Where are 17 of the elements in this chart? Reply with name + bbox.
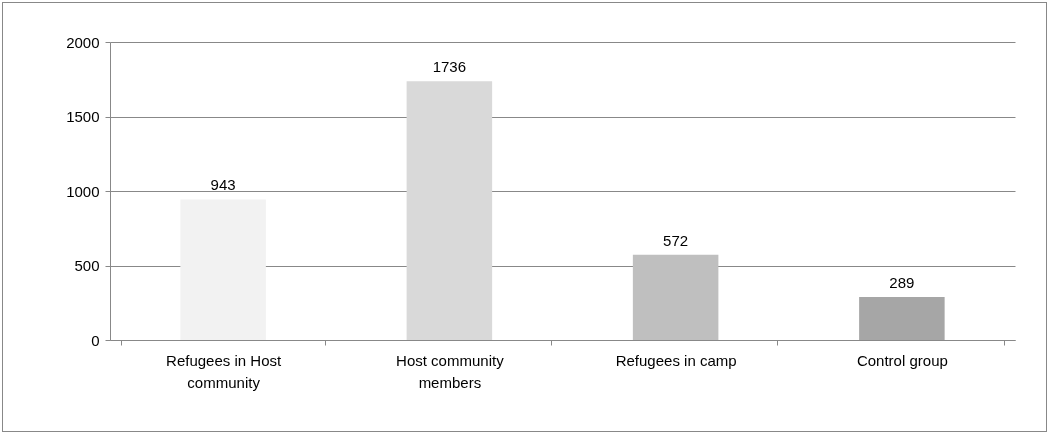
data-label: 1736 <box>432 58 467 76</box>
x-tick-label: Host community members <box>396 351 505 391</box>
x-tick-label: Control group <box>856 351 948 369</box>
y-tick-label: 1000 <box>66 182 100 200</box>
bar <box>859 296 945 340</box>
data-label: 572 <box>663 231 689 249</box>
bar <box>180 199 266 340</box>
y-tick-label: 2000 <box>66 33 100 51</box>
x-tick-label: Refugees in camp <box>615 351 737 369</box>
bar <box>632 254 719 340</box>
y-tick-label: 500 <box>74 257 100 274</box>
y-tick-label: 1500 <box>66 108 100 125</box>
y-tick-label: 0 <box>91 331 100 349</box>
data-label: 289 <box>889 273 915 291</box>
x-tick-label: Refugees in Host community <box>166 351 282 391</box>
bar <box>406 81 493 340</box>
data-label: 943 <box>210 176 236 194</box>
